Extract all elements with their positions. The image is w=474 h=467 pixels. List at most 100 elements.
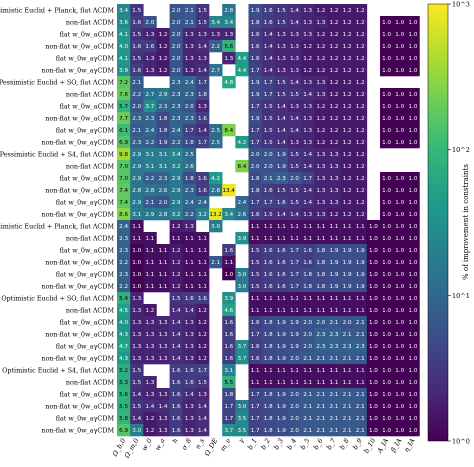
cell-value-label: 3.5	[237, 416, 246, 422]
cell-value-label: 1.6	[185, 296, 194, 302]
heatmap-cell	[156, 268, 170, 281]
heatmap-cell	[169, 184, 184, 197]
cell-value-label: 1.5	[251, 284, 260, 290]
cell-value-label: 1.1	[159, 248, 168, 254]
heatmap-cell	[261, 16, 276, 29]
cell-value-label: 8.4	[237, 164, 246, 170]
cell-value-label: 2.3	[277, 176, 286, 182]
heatmap-cell	[301, 184, 315, 197]
heatmap-cell	[314, 412, 328, 425]
heatmap-cell	[261, 328, 276, 341]
cell-value-label: 1.1	[159, 272, 168, 278]
heatmap-cell	[195, 76, 210, 89]
cell-value-label: 1.2	[343, 20, 352, 26]
heatmap-cell	[393, 28, 407, 41]
cell-value-label: 1.0	[395, 116, 404, 122]
heatmap-cell	[287, 148, 302, 161]
column-label: n_s	[194, 436, 207, 450]
heatmap-cell	[301, 232, 315, 245]
cell-value-label: 1.2	[303, 68, 312, 74]
heatmap-cell	[274, 112, 289, 125]
heatmap-cell	[353, 52, 368, 65]
cell-value-label: 1.1	[185, 248, 194, 254]
cell-value-label: 1.9	[343, 284, 352, 290]
cell-value-label: 1.3	[159, 320, 168, 326]
cell-value-label: 1.4	[172, 308, 181, 314]
row-label: non-flat w_0w_aγCDM	[42, 210, 115, 218]
cell-value-label: 7.6	[119, 92, 128, 98]
heatmap-cell	[182, 16, 197, 29]
cell-value-label: 1.2	[316, 116, 325, 122]
cell-value-label: 2.1	[343, 404, 352, 410]
row-label: non-flat ΛCDM	[66, 234, 115, 242]
cell-value-label: 1.5	[132, 8, 141, 14]
heatmap-cell	[327, 268, 341, 281]
cell-value-label: 1.6	[185, 380, 194, 386]
heatmap-cell	[248, 4, 262, 17]
heatmap-cell	[117, 400, 131, 413]
heatmap-cell	[274, 16, 289, 29]
heatmap-cell	[327, 28, 341, 41]
cell-value-label: 1.7	[290, 260, 299, 266]
heatmap-cell	[287, 412, 302, 425]
heatmap-cell	[261, 88, 276, 101]
heatmap-cell	[406, 100, 420, 113]
heatmap-cell	[182, 100, 197, 113]
cell-value-label: 1.6	[172, 380, 181, 386]
heatmap-cell	[195, 88, 210, 101]
column-label: b_3	[272, 437, 285, 451]
cell-value-label: 1.9	[356, 284, 365, 290]
heatmap-cell	[169, 172, 184, 185]
cell-value-label: 1.8	[303, 272, 312, 278]
cell-value-label: 1.6	[264, 20, 273, 26]
cell-value-label: 1.4	[277, 116, 286, 122]
heatmap-cell	[287, 16, 302, 29]
heatmap-cell	[393, 208, 407, 221]
cell-value-label: 1.8	[303, 284, 312, 290]
heatmap-cell	[274, 316, 289, 329]
cell-value-label: 1.5	[290, 188, 299, 194]
cell-value-label: 1.9	[330, 248, 339, 254]
heatmap-cell	[117, 112, 131, 125]
cell-value-label: 1.3	[145, 380, 154, 386]
column-label: A_IA	[375, 437, 390, 455]
cell-value-label: 1.0	[408, 296, 417, 302]
heatmap-cell	[406, 196, 420, 209]
heatmap-cell	[314, 220, 328, 233]
heatmap-cell	[195, 100, 210, 113]
cell-value-label: 13.4	[223, 188, 236, 194]
cell-value-label: 7.4	[119, 200, 128, 206]
cell-value-label: 1.3	[316, 80, 325, 86]
cell-value-label: 1.2	[145, 428, 154, 434]
cell-value-label: 1.3	[277, 44, 286, 50]
column-label: w_a	[153, 437, 166, 452]
heatmap-cell	[117, 412, 131, 425]
heatmap-cell	[274, 220, 289, 233]
cell-value-label: 1.6	[251, 320, 260, 326]
cell-value-label: 1.2	[316, 44, 325, 50]
heatmap-cell	[393, 196, 407, 209]
heatmap-cell	[130, 124, 144, 137]
cell-value-label: 3.1	[159, 164, 168, 170]
heatmap-cell	[327, 16, 341, 29]
heatmap-cell	[287, 220, 302, 233]
cell-value-label: 1.5	[277, 20, 286, 26]
heatmap-cell	[380, 88, 394, 101]
heatmap-cell	[117, 4, 131, 17]
heatmap-cell	[393, 64, 407, 77]
heatmap-cell	[287, 364, 302, 377]
cell-value-label: 1.6	[277, 200, 286, 206]
heatmap-cell	[406, 112, 420, 125]
heatmap-cell	[406, 376, 420, 389]
heatmap-cell	[195, 256, 210, 269]
heatmap-cell	[314, 424, 328, 437]
heatmap-cell	[195, 280, 210, 293]
cell-value-label: 1.0	[382, 188, 391, 194]
heatmap-cell	[143, 340, 157, 353]
heatmap-cell	[182, 148, 197, 161]
heatmap-cell	[380, 328, 394, 341]
cell-value-label: 2.8	[159, 212, 168, 218]
heatmap-cell	[366, 244, 381, 257]
heatmap-cell	[248, 328, 262, 341]
cell-value-label: 1.1	[277, 368, 286, 374]
